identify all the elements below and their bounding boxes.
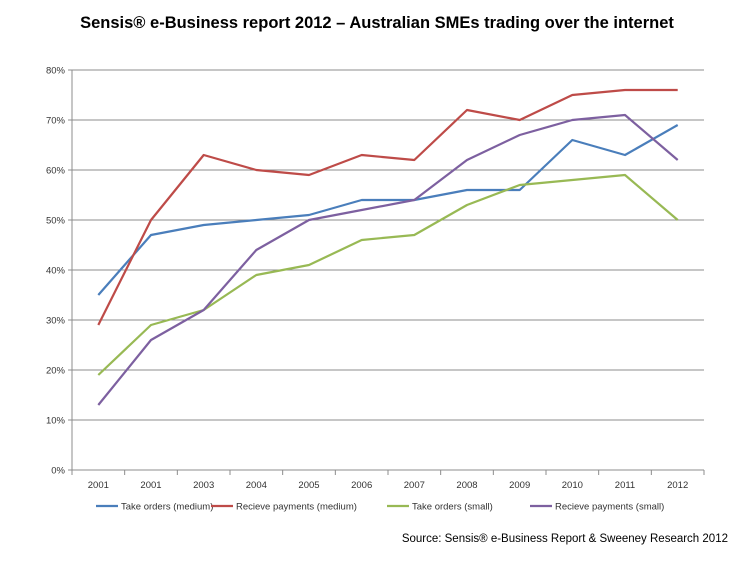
x-tick-label: 2009 <box>509 480 530 491</box>
axes <box>68 69 705 475</box>
gridlines <box>72 69 704 421</box>
legend: Take orders (medium) Recieve payments (me… <box>96 502 664 513</box>
y-tick-label: 0% <box>51 466 65 477</box>
x-tick-label: 2006 <box>351 480 372 491</box>
y-tick-label: 20% <box>46 366 66 377</box>
y-tick-label: 40% <box>46 266 66 277</box>
chart-title: Sensis® e-Business report 2012 – Austral… <box>80 14 674 32</box>
series-line <box>97 113 679 406</box>
legend-label: Recieve payments (medium) <box>236 502 357 513</box>
tick-labels: 0% 10% 20% 30% 40% 50% 60% 70% 80% 2001 2001 2003 20… <box>46 66 688 492</box>
series-lines <box>97 88 679 406</box>
x-tick-label: 2001 <box>140 480 161 491</box>
x-tick-label: 2001 <box>88 480 109 491</box>
x-tick-label: 2012 <box>667 480 688 491</box>
legend-label: Take orders (medium) <box>121 502 213 513</box>
x-tick-label: 2011 <box>615 480 635 491</box>
x-tick-label: 2007 <box>404 480 425 491</box>
x-tick-label: 2003 <box>193 480 214 491</box>
y-tick-label: 60% <box>46 166 66 177</box>
y-tick-label: 70% <box>46 116 66 127</box>
legend-label: Take orders (small) <box>412 502 493 513</box>
source-note: Source: Sensis® e-Business Report & Swee… <box>401 533 728 545</box>
series-line <box>97 88 678 326</box>
x-tick-label: 2005 <box>298 480 319 491</box>
legend-label: Recieve payments (small) <box>555 502 664 513</box>
y-tick-label: 30% <box>46 316 66 327</box>
y-tick-label: 10% <box>46 416 66 427</box>
series-line <box>97 124 679 296</box>
y-tick-label: 80% <box>46 66 66 77</box>
series-line <box>97 173 679 376</box>
x-tick-label: 2004 <box>246 480 267 491</box>
x-tick-label: 2010 <box>562 480 583 491</box>
y-tick-label: 50% <box>46 216 66 227</box>
x-tick-label: 2008 <box>456 480 477 491</box>
